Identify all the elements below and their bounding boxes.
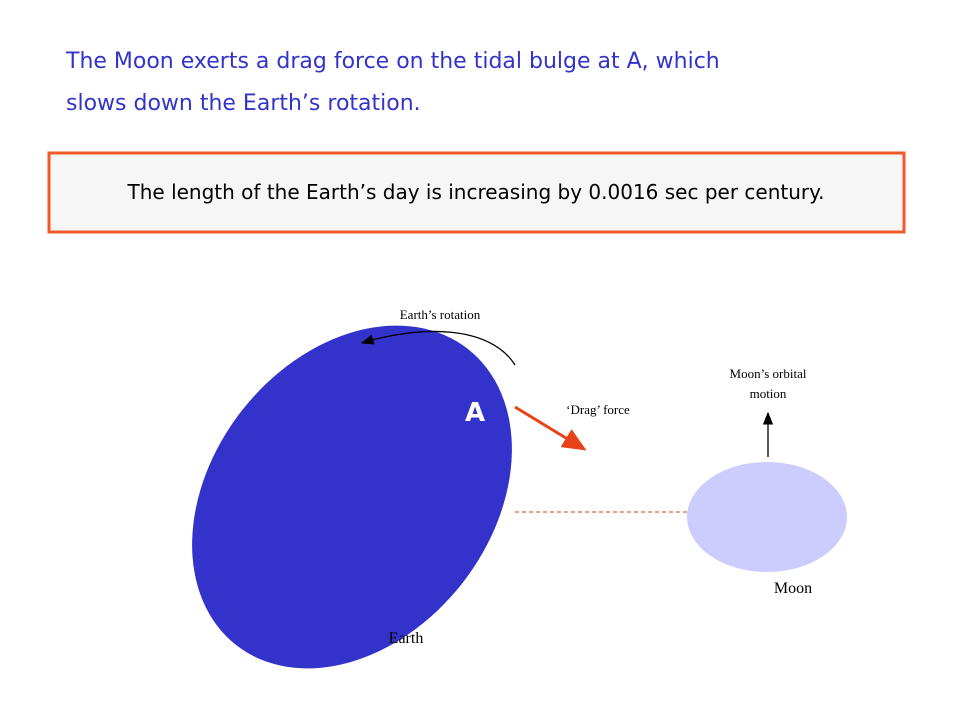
moon [687,462,847,572]
callout-text: The length of the Earth’s day is increas… [127,180,825,204]
rotation-arrow [360,330,516,366]
earth [192,325,512,669]
heading-line: The Moon exerts a drag force on the tida… [65,49,720,74]
drag-label: ‘Drag’ force [566,402,630,417]
heading-line: slows down the Earth’s rotation. [66,91,421,116]
moon-motion-label: motion [750,386,787,401]
drag-arrow [514,405,587,451]
moon-motion-label: Moon’s orbital [730,366,807,381]
point-label: A [465,398,485,428]
earth-label: Earth [389,630,424,647]
callout-box [47,151,906,234]
rotation-label: Earth’s rotation [400,307,481,322]
moon-label: Moon [774,580,812,597]
